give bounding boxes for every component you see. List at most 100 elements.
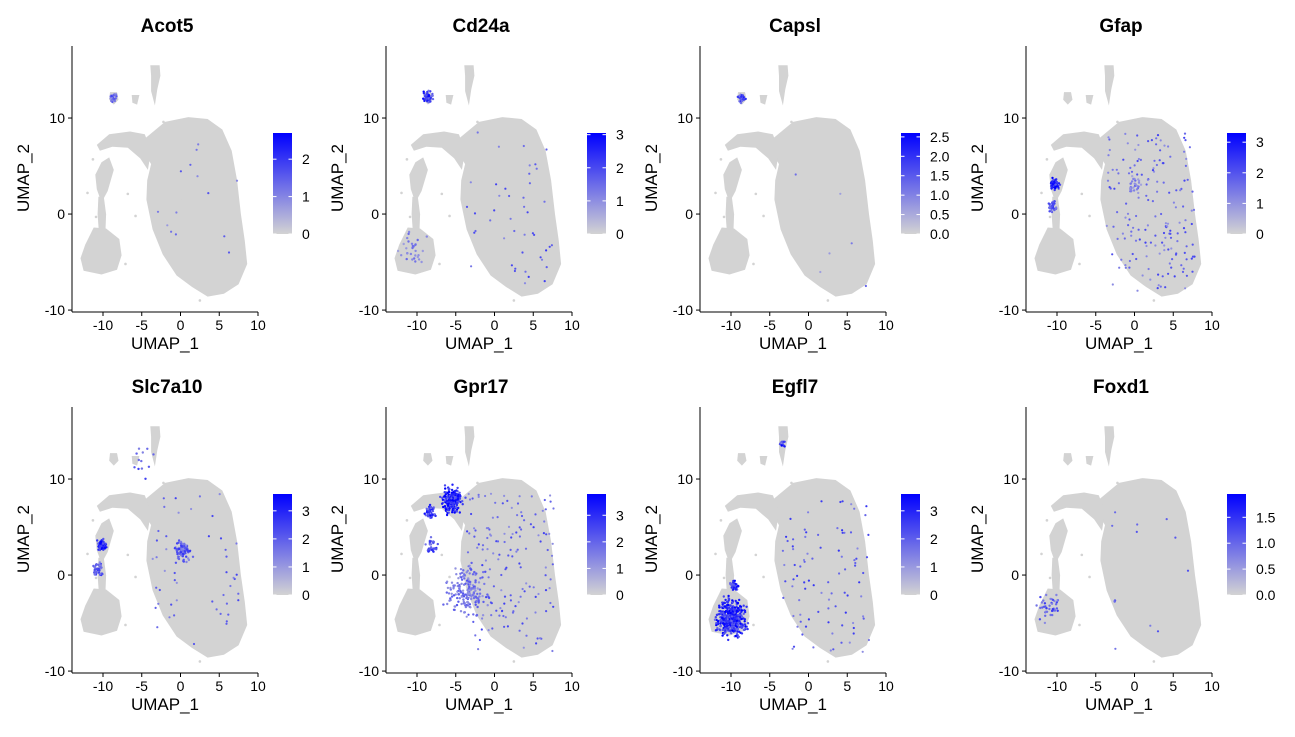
cell-point <box>817 610 820 614</box>
cell-point <box>1132 186 1135 189</box>
cell-point <box>487 595 490 598</box>
cell-point <box>174 497 177 500</box>
cell-point <box>807 579 811 582</box>
cell-point <box>431 92 434 96</box>
cell-point <box>97 542 100 545</box>
cell-point <box>739 625 742 629</box>
cell-point <box>477 493 480 496</box>
cell-point <box>424 543 427 546</box>
cell-point <box>1176 232 1179 235</box>
cell-point <box>225 555 228 558</box>
cell-point <box>491 627 494 630</box>
cell-point <box>832 648 835 651</box>
cell-point <box>799 620 802 623</box>
cell-point <box>177 557 181 561</box>
cell-point <box>1185 613 1189 616</box>
cell-point <box>723 615 726 618</box>
cell-point <box>714 191 717 195</box>
color-legend: 0 1 2 3 <box>901 494 938 603</box>
expressing-cells <box>1047 132 1196 292</box>
cell-point <box>175 599 178 602</box>
cell-point <box>791 647 794 650</box>
cell-point <box>431 97 435 101</box>
cell-point <box>740 632 744 635</box>
cell-point <box>235 542 238 545</box>
cell-point <box>102 548 105 551</box>
cell-point <box>804 119 807 123</box>
cell-point <box>446 504 450 507</box>
cell-point <box>438 623 441 627</box>
cell-point <box>474 596 478 599</box>
cell-point <box>474 589 477 592</box>
cluster-top2 <box>464 65 475 106</box>
cell-point <box>781 549 785 552</box>
cell-point <box>1050 205 1054 208</box>
x-tick-label: 0 <box>491 678 499 694</box>
cell-point <box>865 556 869 559</box>
cluster-blob <box>708 227 750 275</box>
cell-point <box>732 627 735 630</box>
cell-point <box>1159 139 1162 142</box>
cell-point <box>103 546 107 549</box>
x-tick-label: 10 <box>878 317 894 333</box>
cell-point <box>1134 148 1137 151</box>
cell-point <box>489 534 493 537</box>
cell-point <box>789 517 792 521</box>
cell-point <box>1182 205 1185 208</box>
cell-point <box>484 494 487 498</box>
cell-cloud <box>708 65 876 302</box>
cell-point <box>1183 251 1186 254</box>
cell-point <box>187 557 190 560</box>
y-tick-label: 0 <box>371 206 379 222</box>
cell-point <box>741 94 745 97</box>
cell-point <box>451 483 454 486</box>
cell-point <box>147 465 151 468</box>
cell-point <box>445 513 449 517</box>
cell-point <box>140 467 144 470</box>
cell-point <box>844 611 847 614</box>
cell-point <box>826 299 830 302</box>
cell-point <box>726 621 729 624</box>
cell-point <box>1155 137 1158 140</box>
x-axis-title: UMAP_1 <box>759 695 827 714</box>
cell-point <box>481 594 484 598</box>
cell-point <box>464 593 468 596</box>
cell-point <box>1088 575 1091 579</box>
cell-point <box>438 262 441 266</box>
cell-point <box>1174 253 1178 256</box>
x-tick-label: 5 <box>843 678 851 694</box>
cell-point <box>532 586 535 589</box>
cell-point <box>158 588 161 592</box>
legend-colorbar <box>273 133 292 234</box>
cell-point <box>736 619 739 622</box>
cell-point <box>97 568 101 572</box>
cell-point <box>1173 275 1176 278</box>
cell-point <box>817 533 820 537</box>
cell-point <box>1131 252 1134 256</box>
cell-point <box>459 610 463 613</box>
cluster-top2 <box>778 65 789 106</box>
cell-point <box>1176 240 1179 243</box>
cell-point <box>1124 266 1127 269</box>
cell-point <box>476 587 479 590</box>
cell-point <box>731 606 734 609</box>
cell-point <box>503 595 507 598</box>
cell-point <box>520 511 523 514</box>
cell-point <box>733 584 736 587</box>
cell-point <box>1191 270 1194 273</box>
cell-point <box>1149 624 1152 627</box>
cluster-arm <box>409 157 428 203</box>
cell-point <box>1149 278 1152 281</box>
cell-point <box>101 542 105 545</box>
cell-point <box>525 634 528 637</box>
cell-point <box>426 514 430 517</box>
cell-point <box>501 609 504 613</box>
cell-point <box>135 452 138 455</box>
legend-colorbar <box>587 494 606 595</box>
cell-point <box>440 192 444 196</box>
legend-tick-label: 2 <box>616 160 624 176</box>
cell-point <box>451 511 454 514</box>
cell-point <box>1114 511 1117 514</box>
y-tick-label: 10 <box>49 110 65 126</box>
cell-point <box>736 601 740 605</box>
